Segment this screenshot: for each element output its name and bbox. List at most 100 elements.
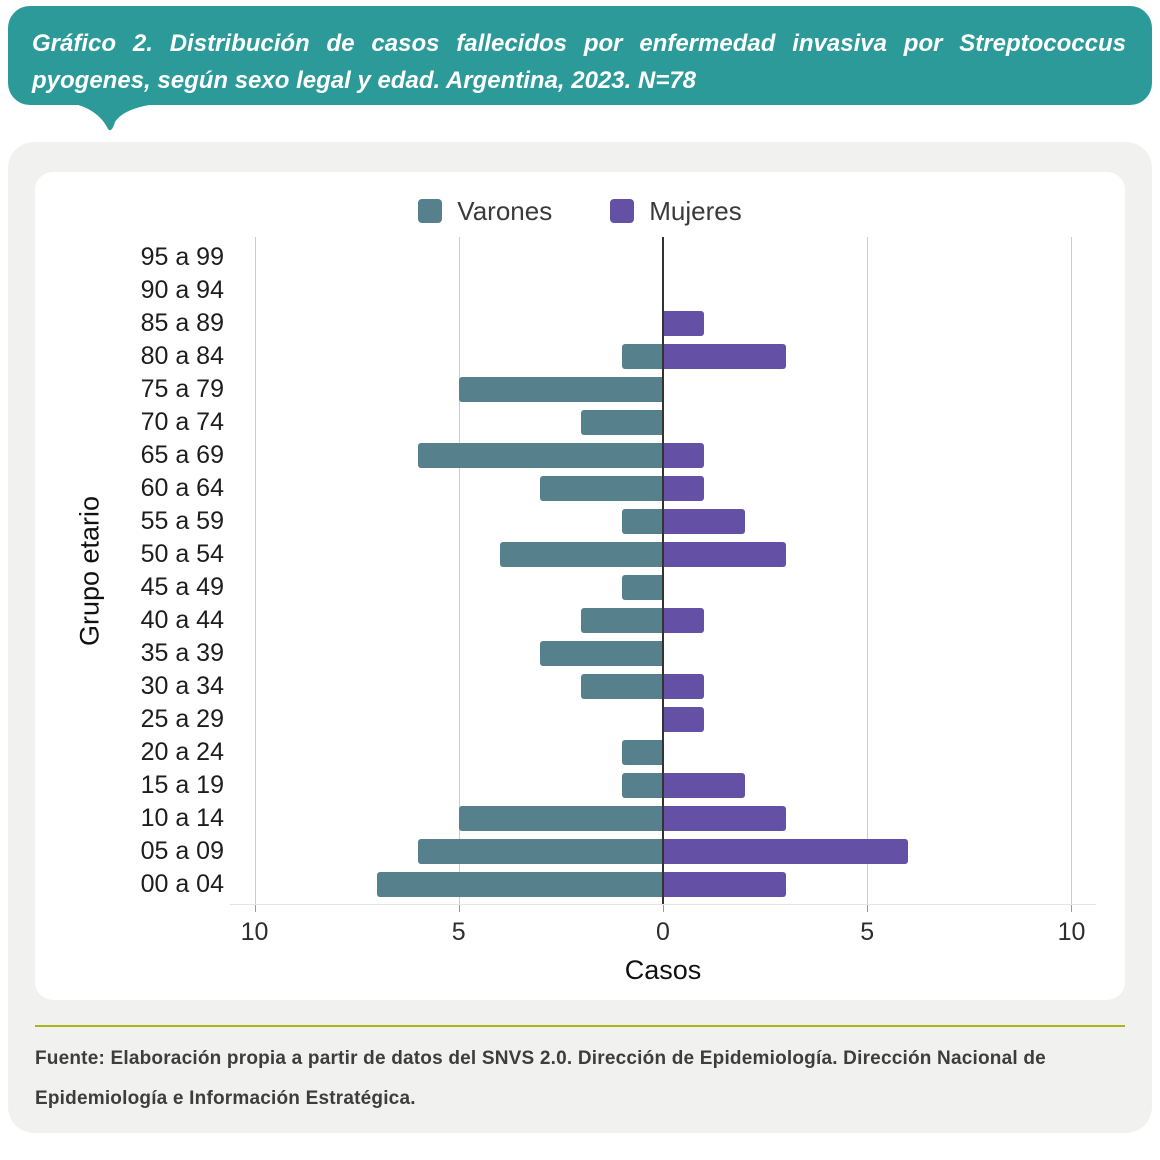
bar-row xyxy=(230,373,1096,406)
tick-mark xyxy=(867,905,869,912)
varones-bar xyxy=(581,608,663,633)
figure-title-banner: Gráfico 2. Distribución de casos falleci… xyxy=(8,6,1152,131)
x-tick-label: 5 xyxy=(451,918,466,946)
chart-body: 95 a 99 90 a 94 85 a 89 80 a 84 75 a 79 70 a … xyxy=(35,237,1125,905)
mujeres-bar xyxy=(663,674,704,699)
bar-row xyxy=(230,802,1096,835)
y-axis-title: Grupo etario xyxy=(74,495,105,647)
bar-row xyxy=(230,703,1096,736)
varones-bar xyxy=(458,806,663,831)
bar-row xyxy=(230,307,1096,340)
gridline xyxy=(458,237,460,904)
age-group-label: 50 a 54 xyxy=(140,540,224,568)
age-group-label: 20 a 24 xyxy=(140,738,224,766)
age-group-label: 25 a 29 xyxy=(140,705,224,733)
legend-item-mujeres: Mujeres xyxy=(610,195,742,227)
age-group-label: 80 a 84 xyxy=(140,342,224,370)
bar-row xyxy=(230,736,1096,769)
bar-row xyxy=(230,406,1096,439)
divider-line xyxy=(35,1025,1125,1027)
x-axis-title: Casos xyxy=(624,955,702,985)
bar-row xyxy=(230,571,1096,604)
varones-bar xyxy=(622,740,663,765)
mujeres-bar xyxy=(663,509,745,534)
x-tick-label: 10 xyxy=(1057,918,1086,946)
gridline xyxy=(254,237,256,904)
legend-label: Mujeres xyxy=(649,195,742,226)
varones-bar xyxy=(622,509,663,534)
bar-row xyxy=(230,868,1096,901)
figure-card: Varones Mujeres Grupo etario 95 a 99 90 a … xyxy=(8,142,1152,1133)
varones-bar xyxy=(581,410,663,435)
gridline xyxy=(1071,237,1073,904)
age-group-label: 45 a 49 xyxy=(140,573,224,601)
age-group-label: 85 a 89 xyxy=(140,309,224,337)
age-group-labels: 95 a 99 90 a 94 85 a 89 80 a 84 75 a 79 70 a … xyxy=(35,237,230,905)
varones-bar xyxy=(622,344,663,369)
mujeres-bar xyxy=(663,476,704,501)
tick-mark xyxy=(458,905,460,912)
mujeres-bar xyxy=(663,707,704,732)
age-group-label: 30 a 34 xyxy=(140,672,224,700)
bar-row xyxy=(230,604,1096,637)
bar-row xyxy=(230,637,1096,670)
varones-bar xyxy=(622,575,663,600)
mujeres-bar xyxy=(663,344,786,369)
figure-title: Gráfico 2. Distribución de casos falleci… xyxy=(32,30,1126,94)
age-group-label: 40 a 44 xyxy=(140,606,224,634)
varones-bar xyxy=(499,542,663,567)
x-axis: Casos 10 5 0 5 10 xyxy=(230,905,1096,985)
age-group-label: 35 a 39 xyxy=(140,639,224,667)
legend-swatch-varones xyxy=(418,199,443,223)
bar-row xyxy=(230,769,1096,802)
varones-bar xyxy=(540,476,663,501)
banner-tail-shape xyxy=(70,103,165,131)
varones-bar xyxy=(622,773,663,798)
tick-mark xyxy=(1071,905,1073,912)
age-group-label: 05 a 09 xyxy=(140,837,224,865)
report-page: Gráfico 2. Distribución de casos falleci… xyxy=(0,6,1160,1160)
x-tick-label: 5 xyxy=(860,918,875,946)
legend-swatch-mujeres xyxy=(610,199,635,223)
mujeres-bar xyxy=(663,806,786,831)
varones-bar xyxy=(458,377,663,402)
varones-bar xyxy=(417,443,663,468)
bar-row xyxy=(230,505,1096,538)
tick-mark xyxy=(663,905,664,912)
bar-row xyxy=(230,340,1096,373)
age-group-label: 15 a 19 xyxy=(140,771,224,799)
age-group-label: 95 a 99 xyxy=(140,243,224,271)
bar-row xyxy=(230,538,1096,571)
plot-area xyxy=(230,237,1096,905)
varones-bar xyxy=(581,674,663,699)
age-group-label: 10 a 14 xyxy=(140,804,224,832)
mujeres-bar xyxy=(663,311,704,336)
bar-row xyxy=(230,835,1096,868)
age-group-label: 75 a 79 xyxy=(140,375,224,403)
age-group-label: 00 a 04 xyxy=(140,870,224,898)
x-tick-label: 10 xyxy=(240,918,269,946)
chart-panel: Varones Mujeres Grupo etario 95 a 99 90 a … xyxy=(35,172,1125,1000)
legend-label: Varones xyxy=(457,195,553,226)
mujeres-bar xyxy=(663,608,704,633)
varones-bar xyxy=(377,872,663,897)
zero-axis-line xyxy=(662,237,664,904)
varones-bar xyxy=(417,839,663,864)
gridline xyxy=(867,237,869,904)
bar-rows xyxy=(230,237,1096,901)
age-group-label: 60 a 64 xyxy=(140,474,224,502)
mujeres-bar xyxy=(663,773,745,798)
mujeres-bar xyxy=(663,839,909,864)
age-group-label: 55 a 59 xyxy=(140,507,224,535)
bar-row xyxy=(230,670,1096,703)
chart-legend: Varones Mujeres xyxy=(35,172,1125,226)
x-tick-label: 0 xyxy=(656,918,670,946)
varones-bar xyxy=(540,641,663,666)
bar-row xyxy=(230,472,1096,505)
legend-item-varones: Varones xyxy=(418,196,552,227)
mujeres-bar xyxy=(663,443,704,468)
mujeres-bar xyxy=(663,542,786,567)
age-group-label: 90 a 94 xyxy=(140,276,224,304)
mujeres-bar xyxy=(663,872,786,897)
age-group-label: 70 a 74 xyxy=(140,408,224,436)
